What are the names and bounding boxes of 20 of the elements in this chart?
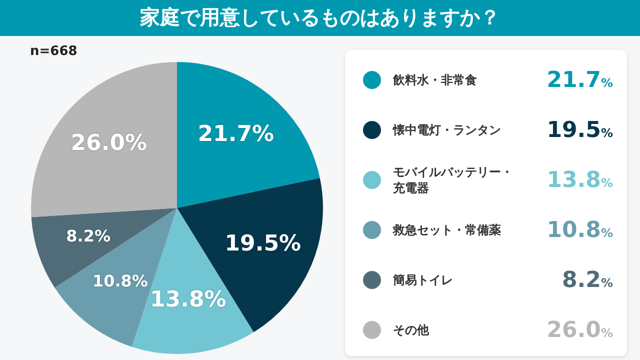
legend-label: 懐中電灯・ランタン bbox=[393, 122, 502, 138]
text: n=668 bbox=[30, 44, 78, 59]
text: 13.8% bbox=[546, 168, 613, 192]
legend-label: その他 bbox=[393, 322, 430, 338]
text: 19.5% bbox=[546, 118, 613, 142]
text: 8.2% bbox=[562, 268, 613, 292]
legend-label: モバイルバッテリー・充電器 bbox=[393, 164, 514, 196]
chart-title: 家庭で用意しているものはありますか？ bbox=[0, 0, 640, 36]
data-label: 21.7% bbox=[198, 122, 274, 148]
data-label: 26.0% bbox=[70, 130, 148, 156]
data-label: 8.2% bbox=[66, 226, 111, 246]
text: 10.8% bbox=[546, 218, 613, 242]
text: 26.0% bbox=[546, 318, 613, 342]
data-label: 19.5% bbox=[224, 232, 302, 257]
data-label: 10.8% bbox=[92, 271, 148, 290]
data-label: 13.8% bbox=[150, 287, 226, 312]
legend-label: 救急セット・常備薬 bbox=[393, 222, 502, 238]
legend-label: 簡易トイレ bbox=[393, 272, 454, 288]
text: 21.7% bbox=[546, 68, 613, 92]
legend-label: 飲料水・非常食 bbox=[393, 72, 478, 88]
